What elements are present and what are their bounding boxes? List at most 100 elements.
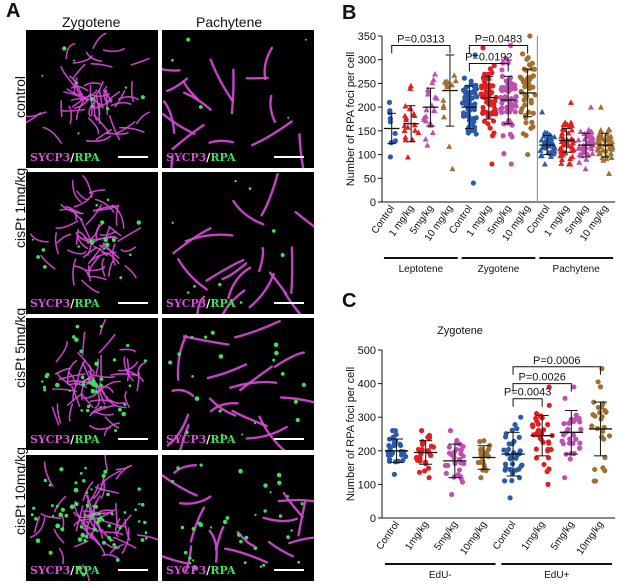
data-point <box>590 139 597 145</box>
stain-label: SYCP3/RPA <box>166 151 236 164</box>
data-point <box>478 91 484 97</box>
group-label: Pachytene <box>553 264 601 275</box>
significance-bracket <box>512 383 572 392</box>
data-point <box>558 156 565 162</box>
data-point <box>466 94 472 100</box>
data-point <box>423 106 430 113</box>
data-point <box>503 78 509 84</box>
micrograph-pachytene-row3: SYCP3/RPA <box>162 318 314 450</box>
data-point <box>569 139 576 146</box>
data-point <box>391 471 397 477</box>
data-point <box>403 114 410 121</box>
data-point <box>412 127 419 133</box>
data-point <box>470 180 476 186</box>
data-point <box>577 128 584 134</box>
data-point <box>455 472 461 478</box>
data-point <box>586 133 593 139</box>
data-point <box>533 410 540 417</box>
data-point <box>440 113 447 120</box>
data-point <box>503 465 509 471</box>
data-point <box>431 107 438 113</box>
data-point <box>567 155 574 162</box>
data-point <box>456 467 463 473</box>
data-point <box>403 453 409 460</box>
data-point <box>431 70 438 77</box>
y-tick-label: 200 <box>358 102 376 114</box>
data-point <box>481 71 488 77</box>
data-point <box>426 435 433 441</box>
data-point <box>400 457 406 464</box>
panel-c-label: C <box>342 290 357 312</box>
data-point <box>387 110 393 116</box>
data-point <box>432 94 439 100</box>
data-point <box>401 449 407 455</box>
data-point <box>486 84 492 90</box>
data-point <box>451 72 458 78</box>
data-point <box>602 468 608 474</box>
data-point <box>389 450 396 456</box>
stain-label: SYCP3/RPA <box>30 151 100 164</box>
data-point <box>481 109 488 115</box>
data-point <box>522 102 528 108</box>
data-point <box>513 455 519 461</box>
data-point <box>402 136 409 143</box>
scale-bar <box>274 156 304 158</box>
data-point <box>545 455 552 461</box>
y-axis-label: Number of RPA foci per cell <box>345 52 357 186</box>
scale-bar <box>118 302 148 304</box>
data-point <box>595 404 601 411</box>
data-point <box>424 91 431 97</box>
data-point <box>513 103 519 109</box>
data-point <box>546 440 552 446</box>
data-point <box>402 102 409 109</box>
stain-label: SYCP3/RPA <box>166 297 236 310</box>
data-point <box>478 475 484 481</box>
data-point <box>499 105 505 111</box>
y-tick-label: 0 <box>370 197 376 209</box>
data-point <box>485 121 491 127</box>
data-point <box>530 110 536 116</box>
data-point <box>422 113 429 119</box>
data-point <box>422 468 428 474</box>
y-tick-label: 500 <box>358 345 376 357</box>
data-point <box>487 125 493 131</box>
significance-bracket <box>512 366 601 375</box>
data-point <box>473 82 479 88</box>
data-point <box>473 131 479 137</box>
data-point <box>501 121 507 127</box>
data-point <box>512 109 518 115</box>
data-point <box>407 85 414 91</box>
data-point <box>460 443 466 450</box>
data-point <box>565 130 572 136</box>
data-point <box>404 153 411 160</box>
data-point <box>518 414 524 420</box>
data-point <box>428 452 434 459</box>
data-point <box>449 491 455 498</box>
data-point <box>541 161 548 167</box>
data-point <box>597 410 603 416</box>
data-point <box>507 466 513 473</box>
y-tick-label: 200 <box>358 446 376 458</box>
x-tick-label: 1mg/kg <box>403 519 431 552</box>
group-label: Leptotene <box>399 264 444 275</box>
data-point <box>514 425 520 432</box>
data-point <box>600 428 606 435</box>
data-point <box>386 99 393 105</box>
data-point <box>527 75 533 81</box>
data-point <box>560 441 566 447</box>
data-point <box>489 70 495 76</box>
data-point <box>463 99 469 106</box>
data-point <box>597 104 604 110</box>
x-tick-label: 5mg/kg <box>432 519 460 552</box>
data-point <box>567 161 574 167</box>
data-point <box>428 443 434 449</box>
data-point <box>571 384 577 390</box>
x-tick-label: 10mg/kg <box>458 519 489 557</box>
data-point <box>533 446 539 452</box>
data-point <box>576 159 583 165</box>
data-point <box>509 461 516 467</box>
data-point <box>575 145 582 151</box>
data-point <box>598 135 605 141</box>
data-point <box>539 430 545 437</box>
